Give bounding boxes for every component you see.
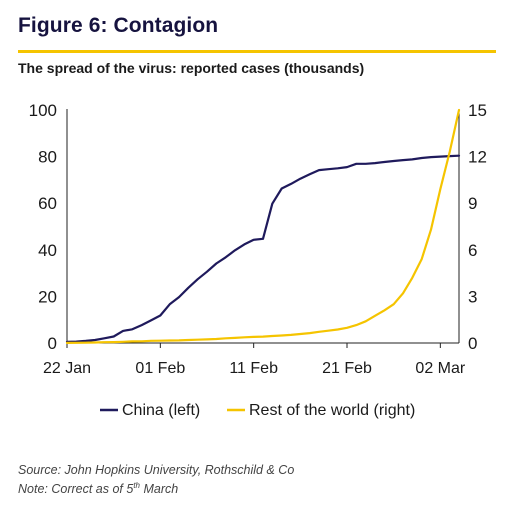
legend-label-rest-of-world: Rest of the world (right) bbox=[249, 402, 415, 419]
y-left-tick-label: 20 bbox=[38, 287, 57, 306]
y-right-tick-label: 9 bbox=[468, 194, 477, 213]
x-tick-label: 11 Feb bbox=[229, 360, 278, 377]
y-right-tick-label: 0 bbox=[468, 334, 477, 353]
date-note-superscript: th bbox=[133, 481, 140, 490]
source-note: Source: John Hopkins University, Rothsch… bbox=[18, 463, 295, 477]
y-left-tick-label: 0 bbox=[48, 334, 57, 353]
y-right-tick-label: 12 bbox=[468, 148, 487, 167]
line-chart: 0 20 40 60 80 100 0 3 6 9 12 15 22 Jan 01 Feb 11 Feb 21… bbox=[29, 101, 487, 419]
page-title: Figure 6: Contagion bbox=[18, 14, 219, 37]
x-tick-label: 21 Feb bbox=[322, 360, 372, 377]
x-tick-label: 01 Feb bbox=[135, 360, 185, 377]
china-series-line bbox=[65, 154, 461, 343]
y-right-tick-label: 6 bbox=[468, 241, 477, 260]
title-underline bbox=[18, 50, 496, 53]
rest-of-world-series-line bbox=[65, 108, 461, 344]
x-tick-label: 22 Jan bbox=[43, 360, 91, 377]
y-left-tick-label: 80 bbox=[38, 148, 57, 167]
y-right-tick-label: 3 bbox=[468, 287, 477, 306]
legend-label-china: China (left) bbox=[122, 402, 200, 419]
y-left-tick-label: 60 bbox=[38, 194, 57, 213]
y-right-tick-label: 15 bbox=[468, 101, 487, 120]
x-tick-label: 02 Mar bbox=[415, 360, 465, 377]
y-left-tick-label: 40 bbox=[38, 241, 57, 260]
date-note: Note: Correct as of 5th March bbox=[18, 481, 178, 496]
date-note-prefix: Note: Correct as of 5 bbox=[18, 482, 134, 497]
y-left-tick-label: 100 bbox=[29, 101, 57, 120]
date-note-suffix: March bbox=[140, 482, 179, 497]
chart-subtitle: The spread of the virus: reported cases … bbox=[18, 60, 365, 76]
